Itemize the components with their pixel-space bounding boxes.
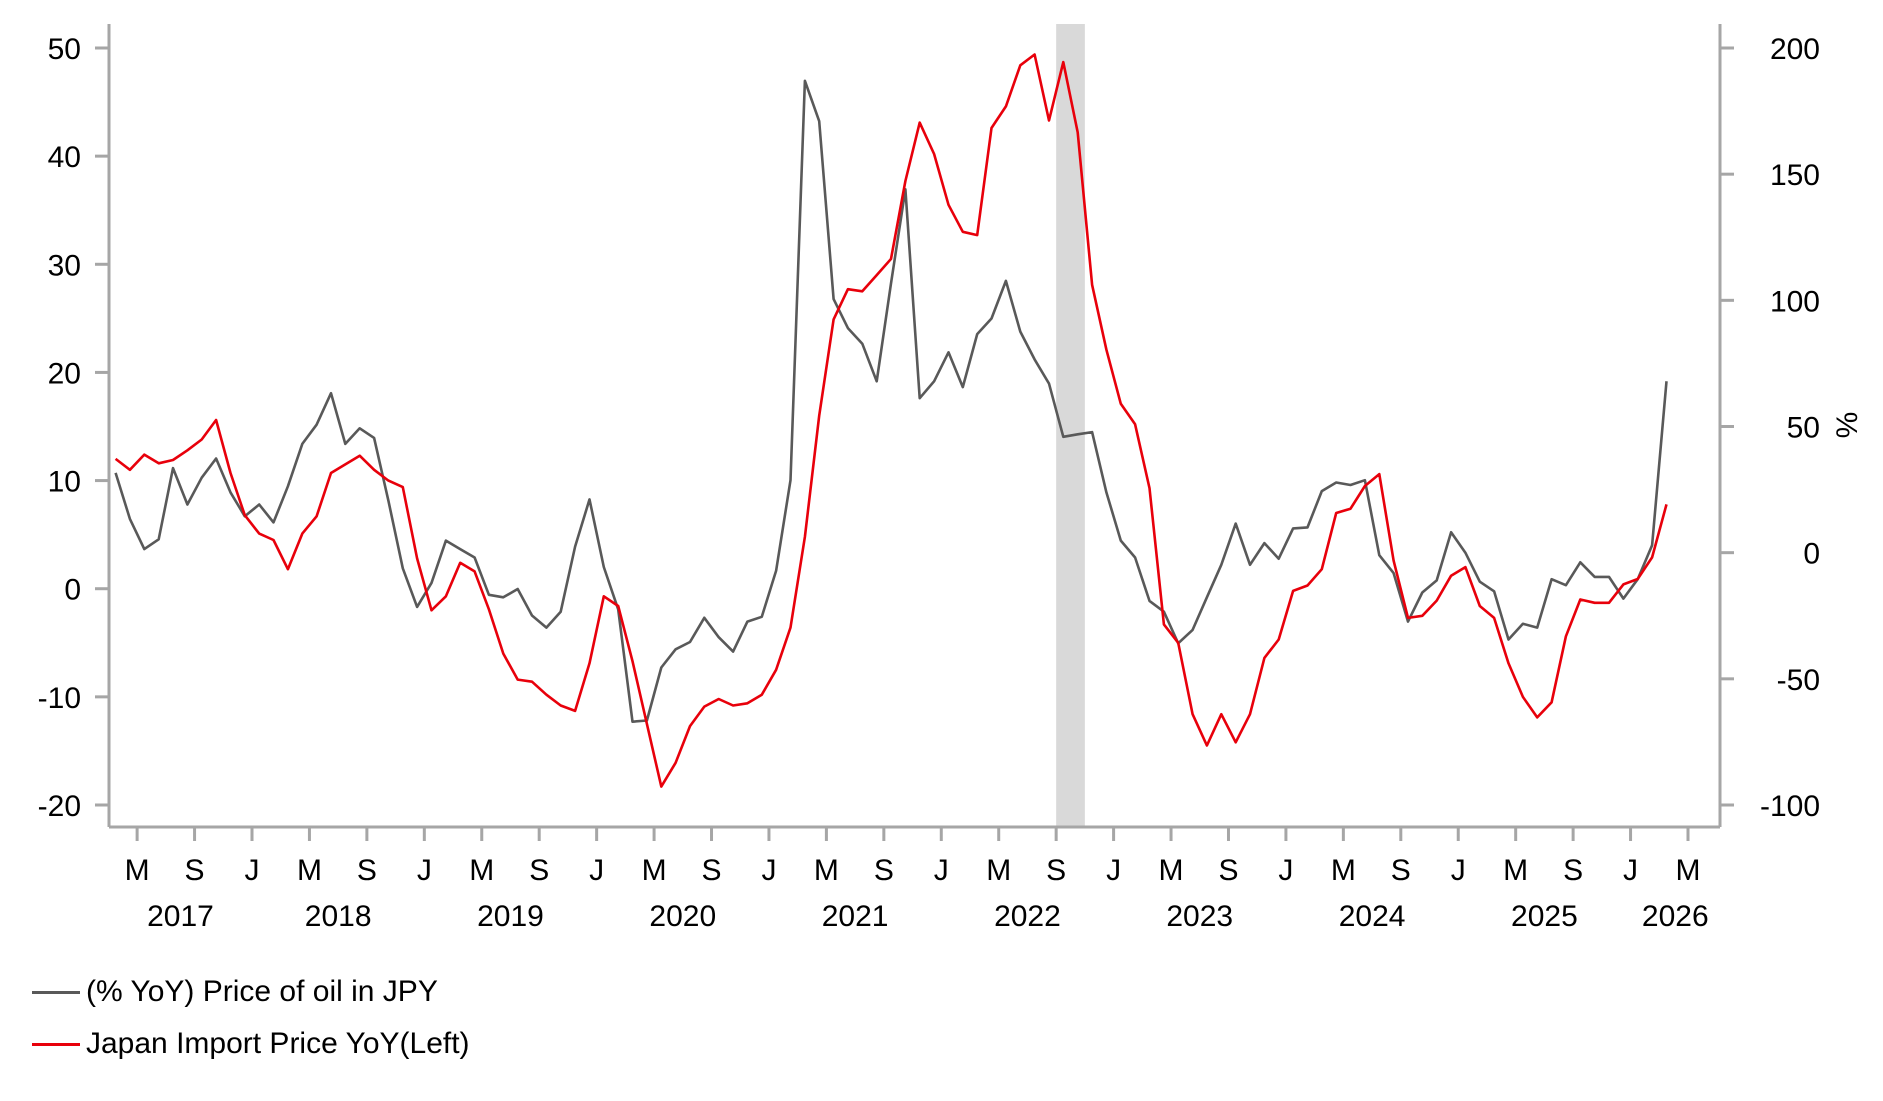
right-axis-tick-label: 0: [1803, 538, 1820, 571]
x-axis-tick-label: M: [1331, 854, 1356, 887]
x-axis-tick-label: M: [469, 854, 494, 887]
x-axis-tick-label: J: [417, 854, 432, 887]
right-axis-tick-label: 100: [1770, 285, 1820, 318]
left-axis-tick-label: -10: [38, 682, 81, 715]
x-axis-year-label: 2023: [1166, 900, 1233, 933]
left-axis-tick-label: 30: [48, 249, 81, 282]
x-axis-year-label: 2017: [147, 900, 214, 933]
x-axis-tick-label: M: [125, 854, 150, 887]
x-axis-year-label: 2024: [1339, 900, 1406, 933]
x-axis-tick-label: M: [1676, 854, 1701, 887]
right-axis-tick-label: -50: [1777, 664, 1820, 697]
right-axis-tick-label: 200: [1770, 33, 1820, 66]
x-axis-tick-label: J: [245, 854, 260, 887]
x-axis-tick-label: S: [702, 854, 722, 887]
x-axis-tick-label: J: [1451, 854, 1466, 887]
legend-item-oil: (% YoY) Price of oil in JPY: [32, 975, 438, 1009]
x-axis-tick-label: S: [1563, 854, 1583, 887]
right-axis-tick-label: -100: [1760, 790, 1820, 823]
left-axis-tick-label: 10: [48, 466, 81, 499]
x-axis-tick-label: M: [297, 854, 322, 887]
left-axis-tick-label: 0: [64, 574, 81, 607]
x-axis-tick-label: J: [1623, 854, 1638, 887]
legend-swatch-import-price: [32, 1042, 80, 1046]
x-axis-year-label: 2021: [822, 900, 889, 933]
x-axis-tick-label: S: [1391, 854, 1411, 887]
left-axis-tick-label: 40: [48, 141, 81, 174]
x-axis-year-label: 2020: [649, 900, 716, 933]
left-axis-tick-label: 50: [48, 33, 81, 66]
x-axis-year-label: 2018: [305, 900, 372, 933]
x-axis-tick-label: J: [761, 854, 776, 887]
legend-label-import-price: Japan Import Price YoY(Left): [86, 1027, 470, 1060]
x-axis-tick-label: J: [589, 854, 604, 887]
x-axis-tick-label: S: [529, 854, 549, 887]
x-axis-tick-label: J: [1278, 854, 1293, 887]
legend-swatch-oil: [32, 990, 80, 994]
x-axis-tick-label: M: [642, 854, 667, 887]
x-axis-tick-label: M: [1159, 854, 1184, 887]
x-axis-tick-label: S: [1218, 854, 1238, 887]
x-axis-tick-label: S: [357, 854, 377, 887]
x-axis-tick-label: M: [814, 854, 839, 887]
x-axis-year-label: 2022: [994, 900, 1061, 933]
x-axis-year-label: 2019: [477, 900, 544, 933]
series-line-import-price: [114, 53, 1668, 788]
right-axis-unit-label: %: [1831, 412, 1864, 439]
x-axis-tick-label: S: [185, 854, 205, 887]
x-axis-year-label: 2026: [1642, 900, 1709, 933]
left-axis-tick-label: 20: [48, 357, 81, 390]
left-axis-tick-label: -20: [38, 790, 81, 823]
x-axis-tick-label: S: [1046, 854, 1066, 887]
right-axis-tick-label: 150: [1770, 159, 1820, 192]
x-axis-year-label: 2025: [1511, 900, 1578, 933]
series-line-oil-price: [114, 79, 1668, 724]
x-axis-tick-label: S: [874, 854, 894, 887]
legend-label-oil: (% YoY) Price of oil in JPY: [86, 975, 438, 1008]
x-axis-tick-label: J: [934, 854, 949, 887]
x-axis-tick-label: J: [1106, 854, 1121, 887]
x-axis-tick-label: M: [1503, 854, 1528, 887]
x-axis-tick-label: M: [986, 854, 1011, 887]
right-axis-tick-label: 50: [1787, 412, 1820, 445]
legend-item-import-price: Japan Import Price YoY(Left): [32, 1027, 470, 1061]
